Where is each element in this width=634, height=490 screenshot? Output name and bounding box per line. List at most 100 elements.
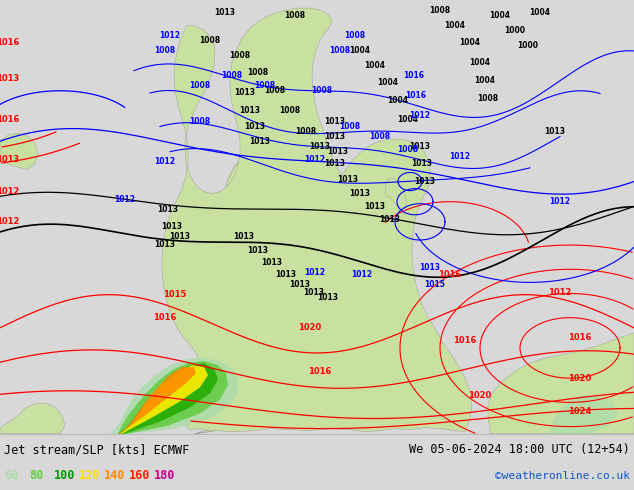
- Text: 160: 160: [129, 469, 150, 483]
- Text: 1004: 1004: [387, 97, 408, 105]
- Text: 1013: 1013: [365, 202, 385, 211]
- Text: 1012: 1012: [0, 187, 20, 196]
- Text: 1020: 1020: [568, 374, 592, 383]
- Text: 1015: 1015: [164, 290, 186, 299]
- Text: 1012: 1012: [304, 268, 325, 277]
- Text: 1012: 1012: [115, 195, 136, 204]
- Text: 1008: 1008: [230, 51, 250, 60]
- Text: 1016: 1016: [308, 367, 332, 376]
- Text: 1000: 1000: [517, 41, 538, 50]
- Text: 1004: 1004: [460, 38, 481, 47]
- Text: 1012: 1012: [450, 152, 470, 161]
- Text: We 05-06-2024 18:00 UTC (12+54): We 05-06-2024 18:00 UTC (12+54): [409, 443, 630, 456]
- Text: 1013: 1013: [233, 232, 254, 242]
- Text: 1013: 1013: [411, 159, 432, 168]
- Text: 1016: 1016: [0, 115, 20, 123]
- Text: 1004: 1004: [365, 61, 385, 70]
- Text: 1004: 1004: [470, 58, 491, 67]
- Text: 1004: 1004: [444, 21, 465, 30]
- Text: 1000: 1000: [505, 26, 526, 35]
- Text: 1013: 1013: [290, 280, 311, 289]
- Text: 1008: 1008: [190, 81, 210, 90]
- Polygon shape: [100, 363, 218, 434]
- Text: 1012: 1012: [550, 197, 571, 206]
- Text: 1008: 1008: [330, 46, 351, 55]
- Text: 1013: 1013: [247, 245, 269, 255]
- Polygon shape: [118, 367, 196, 434]
- Polygon shape: [488, 333, 634, 434]
- Text: 1012: 1012: [160, 31, 181, 40]
- Text: 1008: 1008: [200, 36, 221, 45]
- Text: 1013: 1013: [240, 106, 261, 116]
- Text: 1013: 1013: [380, 215, 401, 224]
- Text: 1013: 1013: [349, 189, 370, 198]
- Text: 1013: 1013: [415, 177, 436, 186]
- Text: 1016: 1016: [568, 333, 592, 343]
- Text: 1013: 1013: [155, 240, 176, 248]
- Text: 1013: 1013: [420, 263, 441, 272]
- Text: 1013: 1013: [261, 258, 283, 267]
- Polygon shape: [550, 395, 618, 434]
- Text: 1013: 1013: [250, 137, 271, 146]
- Text: 1016: 1016: [153, 313, 177, 322]
- Polygon shape: [80, 358, 238, 434]
- Text: 1008: 1008: [370, 132, 391, 141]
- Text: 1013: 1013: [0, 74, 20, 83]
- Text: 1013: 1013: [410, 142, 430, 151]
- Text: 1008: 1008: [280, 106, 301, 116]
- Text: 1008: 1008: [155, 46, 176, 55]
- Text: 1013: 1013: [309, 142, 330, 151]
- Text: 1020: 1020: [469, 391, 491, 400]
- Text: 1015: 1015: [425, 280, 446, 289]
- Text: 1016: 1016: [406, 91, 427, 100]
- Text: 140: 140: [104, 469, 126, 483]
- Text: 1013: 1013: [325, 132, 346, 141]
- Text: 1004: 1004: [349, 46, 370, 55]
- Text: 1012: 1012: [548, 288, 572, 297]
- Text: 1008: 1008: [339, 122, 361, 130]
- Text: 1013: 1013: [157, 205, 179, 214]
- Text: 1013: 1013: [169, 232, 190, 242]
- Text: 1013: 1013: [318, 293, 339, 302]
- Text: 1008: 1008: [285, 11, 306, 20]
- Text: 120: 120: [79, 469, 100, 483]
- Text: 1013: 1013: [235, 88, 256, 98]
- Text: 1016: 1016: [403, 71, 425, 80]
- Text: 1013: 1013: [0, 155, 20, 164]
- Text: 1024: 1024: [568, 407, 592, 416]
- Text: 1008: 1008: [221, 71, 243, 80]
- Text: Jet stream/SLP [kts] ECMWF: Jet stream/SLP [kts] ECMWF: [4, 443, 190, 456]
- Text: 1004: 1004: [398, 115, 418, 123]
- Text: 1008: 1008: [398, 145, 418, 154]
- Text: 1004: 1004: [529, 8, 550, 17]
- Text: 1013: 1013: [328, 147, 349, 156]
- Text: 1013: 1013: [325, 159, 346, 168]
- Polygon shape: [90, 361, 228, 434]
- Text: 1004: 1004: [474, 76, 496, 85]
- Polygon shape: [162, 8, 472, 432]
- Text: 1020: 1020: [299, 323, 321, 332]
- Text: 100: 100: [54, 469, 75, 483]
- Polygon shape: [195, 141, 342, 434]
- Text: 1012: 1012: [155, 157, 176, 166]
- Text: 60: 60: [4, 469, 18, 483]
- Text: 1013: 1013: [337, 175, 358, 184]
- Polygon shape: [385, 177, 406, 215]
- Text: 1013: 1013: [545, 126, 566, 136]
- Polygon shape: [110, 365, 208, 434]
- Text: 1016: 1016: [438, 270, 462, 279]
- Text: 180: 180: [154, 469, 176, 483]
- Text: 1013: 1013: [276, 270, 297, 279]
- Text: 1013: 1013: [214, 8, 235, 17]
- Text: 1008: 1008: [311, 86, 333, 95]
- Text: 1016: 1016: [0, 38, 20, 47]
- Polygon shape: [0, 403, 65, 434]
- Text: 1013: 1013: [304, 288, 325, 297]
- Text: 1012: 1012: [410, 112, 430, 121]
- Text: 80: 80: [29, 469, 43, 483]
- Text: 1008: 1008: [254, 81, 276, 90]
- Text: 1004: 1004: [377, 78, 399, 87]
- Text: 1016: 1016: [453, 336, 477, 345]
- Text: 1008: 1008: [429, 5, 451, 15]
- Text: 1008: 1008: [344, 31, 366, 40]
